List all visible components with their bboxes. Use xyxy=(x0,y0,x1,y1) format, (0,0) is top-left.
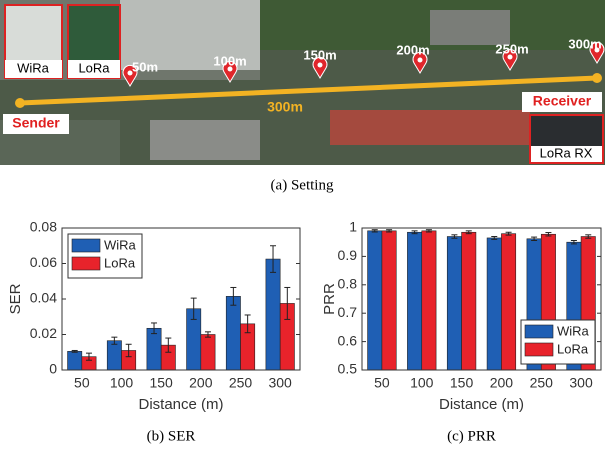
caption: (b) SER xyxy=(147,428,196,444)
y-tick-label: 0.9 xyxy=(338,247,358,263)
y-tick-label: 1 xyxy=(349,219,357,235)
y-tick-label: 0.6 xyxy=(338,332,358,348)
y-axis-label: PRR xyxy=(321,283,338,315)
legend-swatch xyxy=(525,343,553,356)
x-tick-label: 50 xyxy=(374,375,390,391)
bar xyxy=(368,231,382,370)
legend-swatch xyxy=(72,239,100,252)
bar xyxy=(447,237,461,370)
map-pin-dot xyxy=(318,63,323,68)
bar xyxy=(201,335,215,371)
figure: WiRa LoRa 300m Sender Receiver LoRa RX (… xyxy=(0,0,605,449)
marker-label: 100m xyxy=(213,53,246,68)
x-axis-label: Distance (m) xyxy=(439,396,524,413)
receiver-device-label: LoRa RX xyxy=(540,145,593,160)
bar xyxy=(68,351,82,370)
x-tick-label: 50 xyxy=(74,375,90,391)
x-tick-label: 200 xyxy=(490,375,514,391)
x-tick-label: 100 xyxy=(110,375,134,391)
legend-label: LoRa xyxy=(557,341,589,356)
bar xyxy=(422,231,436,370)
x-tick-label: 150 xyxy=(450,375,474,391)
y-axis-label: SER xyxy=(7,283,24,314)
bar xyxy=(382,231,396,370)
map-pin-dot xyxy=(418,58,423,63)
x-tick-label: 150 xyxy=(149,375,173,391)
legend-label: LoRa xyxy=(104,255,136,270)
bar xyxy=(487,238,501,370)
y-tick-label: 0.06 xyxy=(30,254,57,270)
device-label: WiRa xyxy=(17,60,50,75)
y-tick-label: 0.5 xyxy=(338,361,358,377)
y-tick-label: 0.08 xyxy=(30,219,57,235)
y-tick-label: 0.8 xyxy=(338,276,358,292)
bar xyxy=(147,328,161,370)
bar xyxy=(266,259,280,370)
receiver-label: Receiver xyxy=(533,93,592,109)
x-tick-label: 300 xyxy=(569,375,593,391)
y-tick-label: 0.7 xyxy=(338,304,358,320)
x-tick-label: 250 xyxy=(530,375,554,391)
y-tick-label: 0.02 xyxy=(30,325,57,341)
marker-label: 300m xyxy=(568,36,601,51)
y-tick-label: 0 xyxy=(49,361,57,377)
x-tick-label: 200 xyxy=(189,375,213,391)
sender-label: Sender xyxy=(12,115,60,131)
bar xyxy=(407,232,421,370)
x-tick-label: 100 xyxy=(410,375,434,391)
legend-swatch xyxy=(525,325,553,338)
x-axis-label: Distance (m) xyxy=(138,396,223,413)
bar xyxy=(462,232,476,370)
bar xyxy=(107,341,121,370)
device-label: LoRa xyxy=(78,60,110,75)
marker-label: 250m xyxy=(495,41,528,56)
marker-label: 150m xyxy=(303,47,336,62)
marker-label: 200m xyxy=(396,42,429,57)
legend-label: WiRa xyxy=(104,237,137,252)
bar xyxy=(501,234,515,370)
marker-label: 50m xyxy=(132,59,158,74)
aerial-photo xyxy=(0,0,605,165)
caption: (c) PRR xyxy=(447,428,496,444)
legend-swatch xyxy=(72,257,100,270)
caption: (a) Setting xyxy=(271,177,334,193)
distance-label: 300m xyxy=(267,99,303,115)
y-tick-label: 0.04 xyxy=(30,290,57,306)
x-tick-label: 250 xyxy=(229,375,253,391)
bar xyxy=(226,296,240,370)
x-tick-label: 300 xyxy=(268,375,292,391)
legend-label: WiRa xyxy=(557,323,590,338)
